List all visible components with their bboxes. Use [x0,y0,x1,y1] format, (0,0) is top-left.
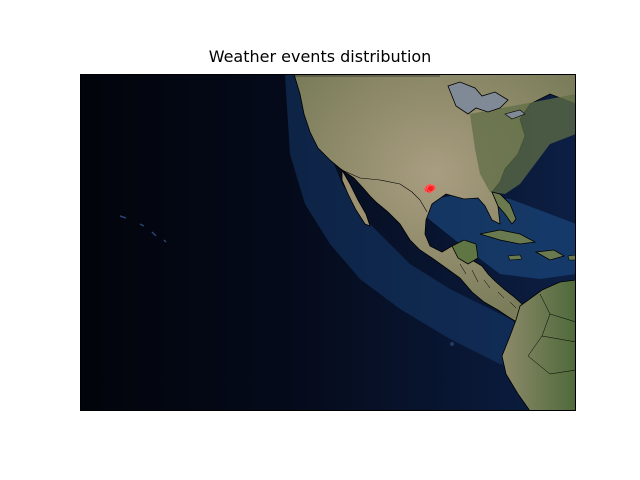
lake-erie [504,109,526,120]
jamaica [507,254,523,261]
hispaniola [534,249,565,261]
galapagos [450,342,454,346]
map-plot-area [80,74,576,411]
yucatan [451,239,479,265]
central-america-borders [459,263,517,309]
eastern-forest [470,94,576,194]
event-point-6 [427,185,435,193]
us-mexico-border [341,169,428,213]
map-frame-border [80,74,576,411]
south-america-land [501,279,576,411]
great-lakes [447,81,509,115]
south-america-borders [527,293,576,375]
event-points [424,183,436,194]
baja-california [341,168,371,227]
hawaii-islands [119,215,167,243]
florida [491,191,517,225]
puerto-rico [567,254,576,261]
chart-title: Weather events distribution [208,47,432,66]
cuba [479,229,537,245]
